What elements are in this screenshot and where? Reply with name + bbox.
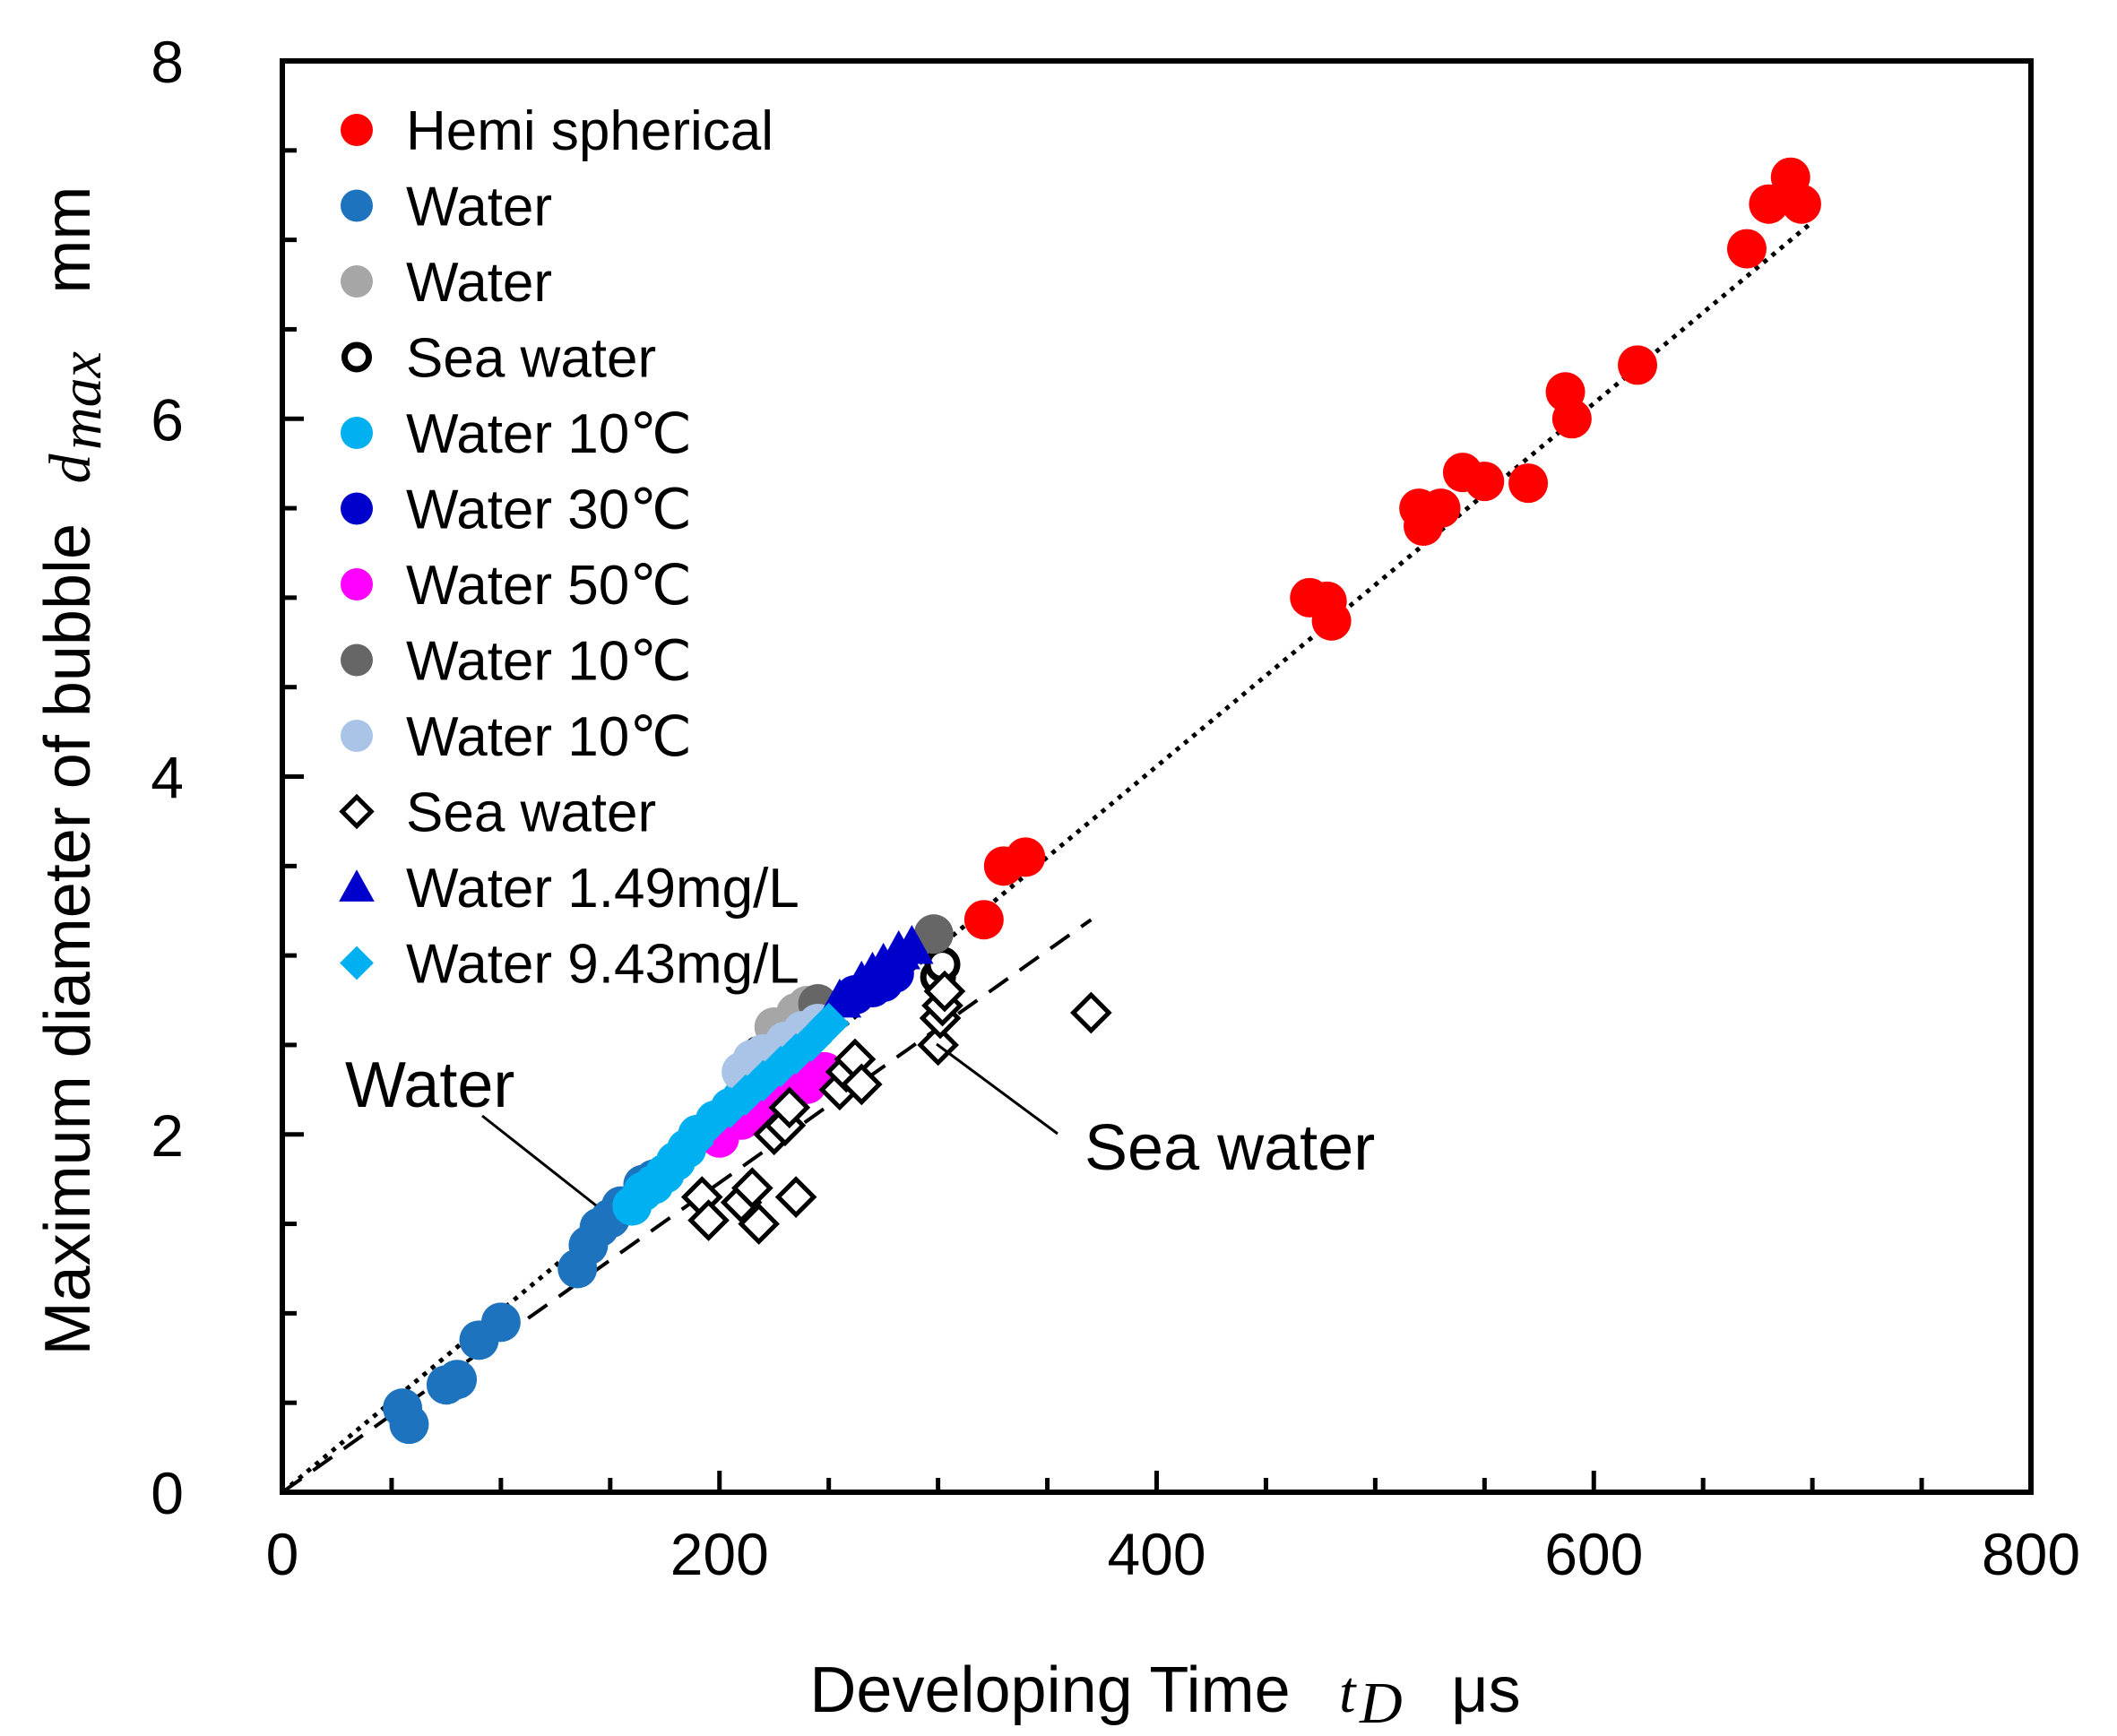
legend-entry-sea-water: Sea water — [339, 782, 656, 844]
data-point — [840, 1063, 883, 1106]
legend-entry-sea-water: Sea water — [341, 328, 656, 390]
legend-label: Water — [406, 177, 552, 238]
legend-entry-water: Water — [341, 252, 552, 314]
data-point — [1551, 399, 1592, 439]
legend-marker — [340, 946, 374, 980]
data-point — [437, 1360, 478, 1400]
legend-marker — [341, 492, 373, 525]
legend-marker — [341, 720, 373, 752]
legend-label: Water 10℃ — [406, 631, 692, 693]
data-points — [383, 157, 1821, 1445]
data-point — [1508, 463, 1549, 504]
y-tick-label: 4 — [151, 745, 184, 811]
legend-label: Sea water — [406, 328, 656, 390]
x-tick-label: 800 — [1982, 1521, 2080, 1587]
y-tick-label: 0 — [151, 1460, 184, 1526]
data-point — [730, 1167, 773, 1209]
data-point — [768, 1086, 811, 1129]
y-tick-label: 2 — [151, 1102, 184, 1169]
legend-label: Hemi spherical — [406, 100, 773, 162]
water-line-annotation: Water — [345, 1049, 514, 1121]
legend-entry-water-10: Water 10℃ — [341, 403, 692, 465]
data-point — [1781, 184, 1821, 224]
legend-entry-water-1-49mg-l: Water 1.49mg/L — [339, 858, 799, 920]
legend-marker — [341, 643, 373, 677]
data-point — [890, 924, 934, 964]
legend-label: Water 10℃ — [406, 403, 692, 465]
y-axis-title: Maximum diameter of bubble d max mm — [32, 186, 114, 1356]
y-tick-label: 8 — [151, 29, 184, 95]
series-hemi-spherical — [963, 157, 1821, 940]
data-point — [774, 1176, 817, 1218]
legend-label: Water 30℃ — [406, 479, 692, 541]
data-point — [963, 900, 1004, 940]
legend-entry-water: Water — [341, 177, 552, 238]
data-point — [808, 1002, 850, 1045]
legend-label: Sea water — [406, 782, 656, 844]
legend-label: Water 10℃ — [406, 706, 692, 768]
legend-marker — [341, 189, 373, 222]
legend-entry-water-9-43mg-l: Water 9.43mg/L — [340, 934, 799, 996]
legend-marker — [341, 265, 373, 298]
data-point — [1006, 837, 1046, 877]
data-point — [1311, 600, 1352, 641]
x-tick-label: 0 — [266, 1521, 299, 1587]
water-leader-line — [481, 1114, 597, 1207]
data-point — [480, 1302, 521, 1343]
legend-label: Water — [406, 252, 552, 314]
sea-water-line-annotation: Sea water — [1084, 1112, 1375, 1184]
series-water-1-49mg-l — [817, 924, 934, 1018]
legend-marker — [341, 341, 372, 373]
data-point — [1070, 991, 1112, 1034]
legend-entry-water-10: Water 10℃ — [341, 631, 692, 693]
legend-marker — [339, 869, 375, 902]
legend-label: Water 50℃ — [406, 555, 692, 617]
legend-marker — [341, 568, 373, 600]
sea-water-leader-line — [936, 1042, 1058, 1136]
data-point — [389, 1404, 429, 1445]
legend-marker — [341, 417, 373, 449]
y-tick-label: 6 — [151, 386, 184, 453]
x-tick-label: 400 — [1107, 1521, 1205, 1587]
plot-frame — [280, 58, 2034, 1495]
data-point — [1421, 488, 1461, 529]
water-dotted-fit-line — [281, 220, 1814, 1494]
series-sea-water — [680, 970, 1112, 1245]
data-point — [1749, 184, 1789, 224]
legend-label: Water 9.43mg/L — [406, 934, 799, 996]
data-point — [1726, 229, 1767, 269]
legend-label: Water 1.49mg/L — [406, 858, 799, 920]
data-point — [1465, 462, 1505, 502]
x-axis-title: Developing Time t D μs — [809, 1654, 1520, 1736]
data-point — [738, 1203, 780, 1245]
legend-entry-water-50: Water 50℃ — [341, 555, 692, 617]
data-point — [1618, 345, 1658, 385]
x-tick-label: 600 — [1544, 1521, 1643, 1587]
legend-entry-water-10: Water 10℃ — [341, 706, 692, 768]
legend-entry-water-30: Water 30℃ — [341, 479, 692, 541]
data-point — [687, 1199, 730, 1241]
axis-ticks: 0 200 400 600 800 0 2 4 6 8 — [151, 29, 2080, 1587]
data-point — [923, 970, 966, 1013]
data-point — [913, 914, 954, 954]
legend: Hemi spherical Water Water Sea water Water 1… — [339, 100, 799, 996]
series-water-9-43mg-l — [622, 1002, 850, 1209]
legend-marker — [341, 114, 373, 146]
legend-marker — [339, 793, 375, 830]
x-tick-label: 200 — [670, 1521, 769, 1587]
data-point — [724, 1074, 767, 1116]
legend-entry-hemi-spherical: Hemi spherical — [341, 100, 773, 162]
